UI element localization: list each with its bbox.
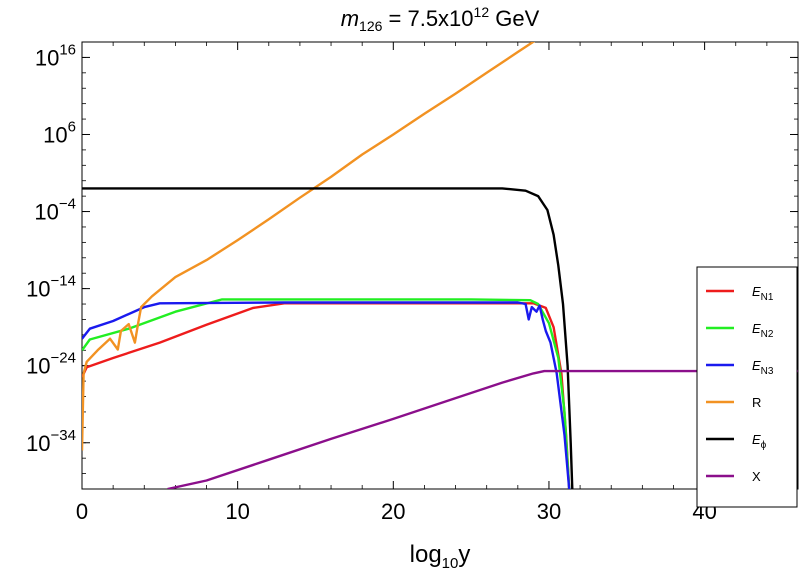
- plot-frame: [81, 41, 799, 490]
- legend-label: R: [752, 395, 761, 410]
- legend-label: Eϕ: [752, 432, 767, 451]
- y-tick-label: 10−24: [26, 350, 76, 379]
- legend: EN1 EN2 EN3 R Eϕ X: [696, 266, 798, 508]
- x-tick-label: 20: [381, 499, 405, 524]
- series-x-line: [167, 369, 798, 489]
- series-e-n3-line: [82, 301, 571, 489]
- legend-label: EN1: [752, 284, 774, 303]
- y-tick-label: 106: [43, 118, 76, 147]
- x-tick-label: 10: [225, 499, 249, 524]
- legend-label: EN2: [752, 321, 774, 340]
- series-e-n1-line: [82, 302, 571, 489]
- y-tick-label: 10−34: [26, 427, 76, 456]
- series-r-line: [82, 42, 536, 451]
- x-axis-title: log10y: [410, 541, 471, 572]
- chart-title: m126 = 7.5x1012 GeV: [341, 4, 540, 34]
- y-tick-label: 10−4: [34, 196, 76, 225]
- series-e-n2-line: [82, 298, 571, 489]
- legend-box: [696, 266, 798, 508]
- series-e-x-line: [82, 187, 574, 489]
- y-tick-label: 10−14: [26, 273, 76, 302]
- legend-label: EN3: [752, 358, 774, 377]
- y-tick-label: 1016: [35, 41, 76, 70]
- plot-area: [82, 42, 798, 489]
- axis-ticks: [81, 41, 799, 490]
- legend-label: X: [752, 469, 761, 484]
- x-tick-label: 0: [76, 499, 88, 524]
- x-tick-label: 30: [537, 499, 561, 524]
